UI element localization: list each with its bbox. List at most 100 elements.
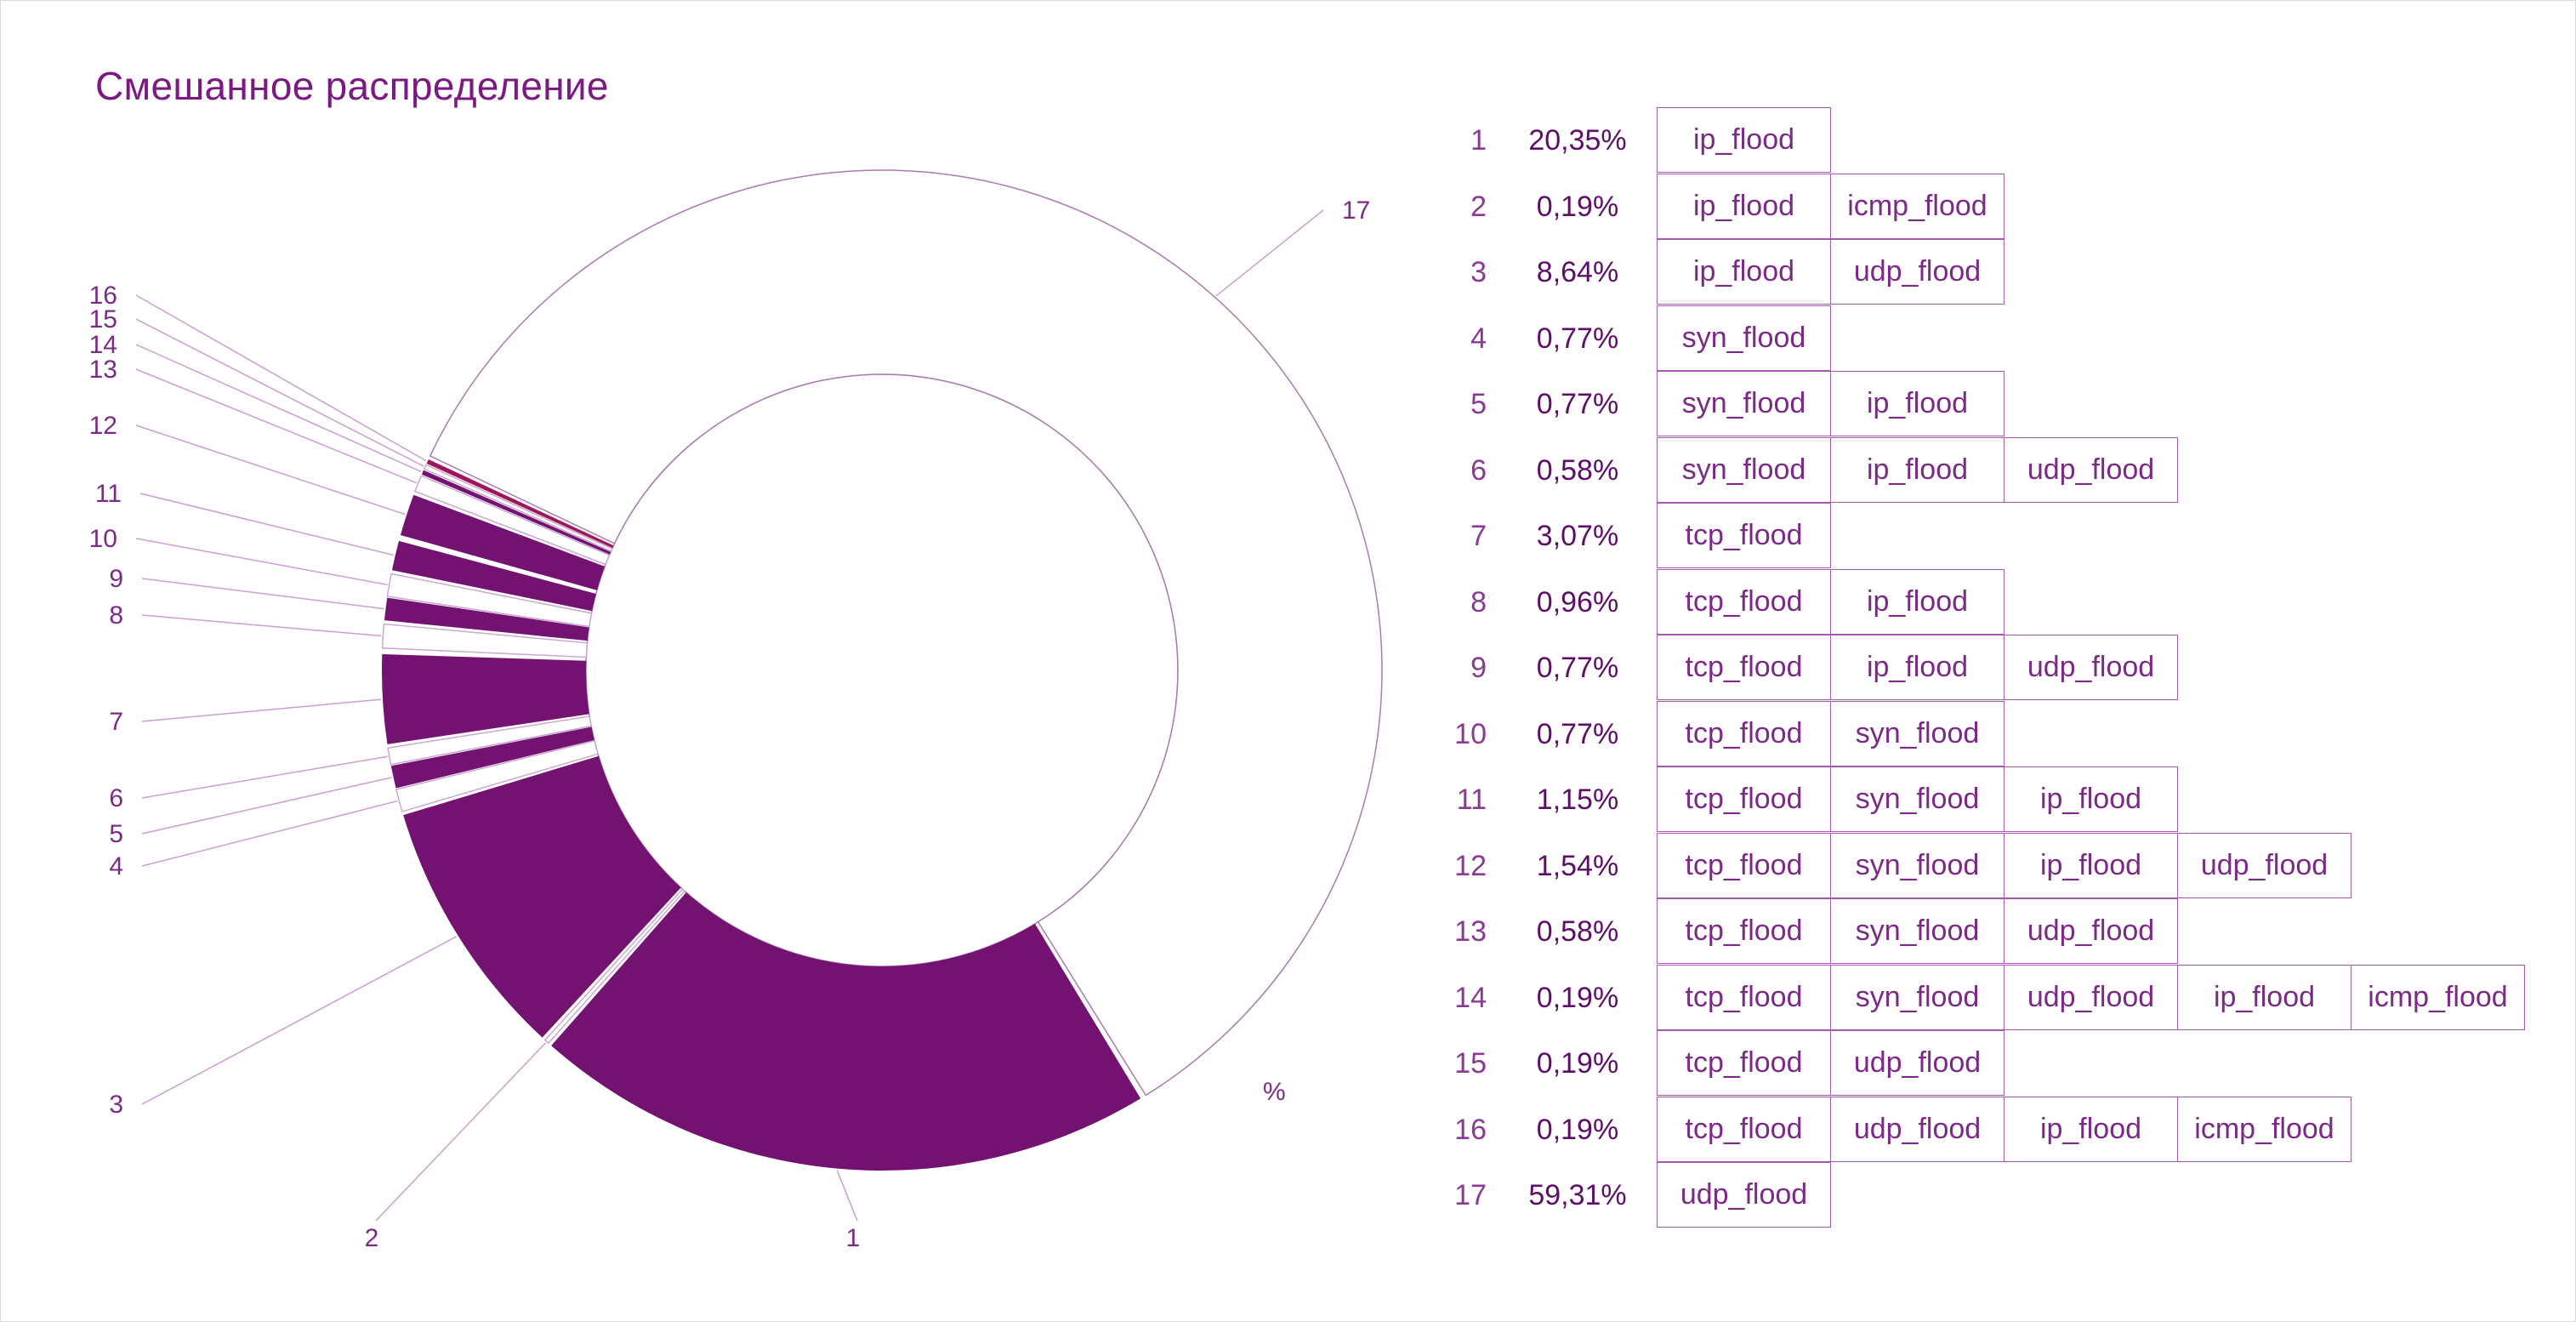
attack-type-cell: syn_flood [1830,832,2005,898]
legend-row-number: 1 [1470,124,1487,157]
legend-row-number: 17 [1454,1179,1487,1211]
attack-type-cell: ip_flood [2004,766,2178,832]
legend-row: 3 8,64% ip_flood udp_flood [1437,239,2576,305]
legend-row-types: tcp_flood syn_flood udp_flood [1657,898,2178,964]
legend-row-percent: 0,58% [1536,453,1619,487]
legend-row-percent: 3,07% [1536,520,1619,552]
slice-1 [551,892,1141,1171]
attack-type-cell: ip_flood [1830,436,2005,503]
legend-row-number: 9 [1470,652,1487,684]
attack-type-cell: icmp_flood [2351,964,2525,1030]
legend-row: 2 0,19% ip_flood icmp_flood [1437,173,2576,239]
attack-type-cell: syn_flood [1657,436,1831,503]
leader-line-17 [1215,209,1324,297]
attack-type-cell: syn_flood [1657,305,1831,371]
attack-type-cell: tcp_flood [1657,635,1831,700]
legend-row-percent: 0,58% [1536,915,1619,948]
slice-5 [390,727,594,789]
legend-row: 9 0,77% tcp_flood ip_flood udp_flood [1437,635,2576,700]
legend-row-number: 16 [1454,1113,1487,1146]
legend-row: 7 3,07% tcp_flood [1437,503,2576,568]
legend-row-percent: 0,19% [1536,1113,1619,1146]
slice-label-10: 10 [89,525,117,553]
slice-label-13: 13 [89,356,117,384]
slice-13 [413,475,611,566]
legend-row-number: 2 [1470,190,1487,223]
attack-type-cell: tcp_flood [1657,964,1831,1030]
attack-type-cell: icmp_flood [1830,173,2005,239]
attack-type-cell: ip_flood [1830,635,2005,700]
leader-line-10 [135,538,388,586]
attack-type-cell: syn_flood [1830,964,2005,1030]
legend-row: 4 0,77% syn_flood [1437,305,2576,371]
legend-row-types: tcp_flood ip_flood [1657,568,2005,635]
legend-row-percent: 20,35% [1528,124,1627,157]
legend-row-types: tcp_flood syn_flood ip_flood udp_flood [1657,832,2351,898]
attack-type-cell: udp_flood [2177,832,2351,898]
legend-row-types: ip_flood [1657,107,1831,173]
attack-type-cell: ip_flood [2004,1096,2178,1162]
attack-type-cell: udp_flood [1830,1096,2005,1162]
legend-row: 6 0,58% syn_flood ip_flood udp_flood [1437,436,2576,503]
leader-line-7 [141,698,382,722]
legend-row: 16 0,19% tcp_flood udp_flood ip_flood icmp_fl… [1437,1096,2576,1162]
leader-line-13 [135,368,417,484]
attack-type-cell: tcp_flood [1657,503,1831,568]
legend-row-types: tcp_flood syn_flood udp_flood ip_flood icmp_… [1657,964,2525,1030]
attack-type-cell: tcp_flood [1657,766,1831,832]
leader-line-11 [139,493,394,556]
legend-row-percent: 0,77% [1536,322,1619,355]
attack-type-cell: ip_flood [1657,173,1831,239]
legend-row: 14 0,19% tcp_flood syn_flood udp_flood ip_flo… [1437,964,2576,1030]
leader-line-2 [375,1042,547,1222]
leader-line-14 [135,344,422,473]
legend-row-number: 7 [1470,520,1487,552]
legend-row-number: 11 [1456,784,1487,816]
slice-label-14: 14 [89,331,117,359]
attack-type-cell: ip_flood [1830,371,2005,436]
slice-10 [386,573,593,628]
attack-type-cell: syn_flood [1830,700,2005,766]
leader-line-4 [141,800,398,867]
unit-label: % [1263,1078,1286,1106]
legend-row-percent: 1,15% [1536,784,1619,816]
legend-row-types: udp_flood [1657,1162,1831,1228]
legend-row: 1 20,35% ip_flood [1437,107,2576,173]
legend-row: 5 0,77% syn_flood ip_flood [1437,371,2576,436]
slice-16 [426,459,614,549]
leader-line-15 [135,318,424,467]
legend-row-percent: 0,19% [1536,190,1619,223]
slice-14 [421,470,611,555]
slice-label-1: 1 [846,1224,861,1252]
slice-17 [429,169,1383,1097]
attack-type-cell: syn_flood [1830,898,2005,964]
legend-row-types: tcp_flood ip_flood udp_flood [1657,635,2178,700]
leader-line-3 [141,936,458,1105]
slice-label-3: 3 [109,1091,123,1119]
attack-type-cell: syn_flood [1830,766,2005,832]
legend-row-percent: 1,54% [1536,849,1619,882]
attack-type-cell: ip_flood [1657,107,1831,173]
slice-9 [384,597,589,641]
attack-type-cell: ip_flood [2004,832,2178,898]
legend-row-percent: 0,19% [1536,1047,1619,1080]
slice-7 [382,653,589,744]
attack-type-cell: udp_flood [1657,1162,1831,1228]
leader-line-5 [141,777,392,835]
slice-15 [423,464,613,552]
legend-row-percent: 59,31% [1528,1179,1627,1211]
legend-row-number: 14 [1454,981,1487,1014]
attack-type-cell: udp_flood [2004,964,2178,1030]
slice-label-2: 2 [365,1224,379,1252]
slice-label-9: 9 [109,565,123,593]
legend-row-number: 15 [1454,1047,1487,1080]
leader-line-12 [135,425,406,516]
legend-row-types: tcp_flood [1657,503,1831,568]
slice-8 [381,623,589,658]
attack-type-cell: ip_flood [2177,964,2351,1030]
attack-type-cell: udp_flood [2004,436,2178,503]
slice-12 [400,494,606,590]
attack-type-cell: tcp_flood [1657,1096,1831,1162]
attack-type-cell: tcp_flood [1657,832,1831,898]
legend-row: 10 0,77% tcp_flood syn_flood [1437,700,2576,766]
